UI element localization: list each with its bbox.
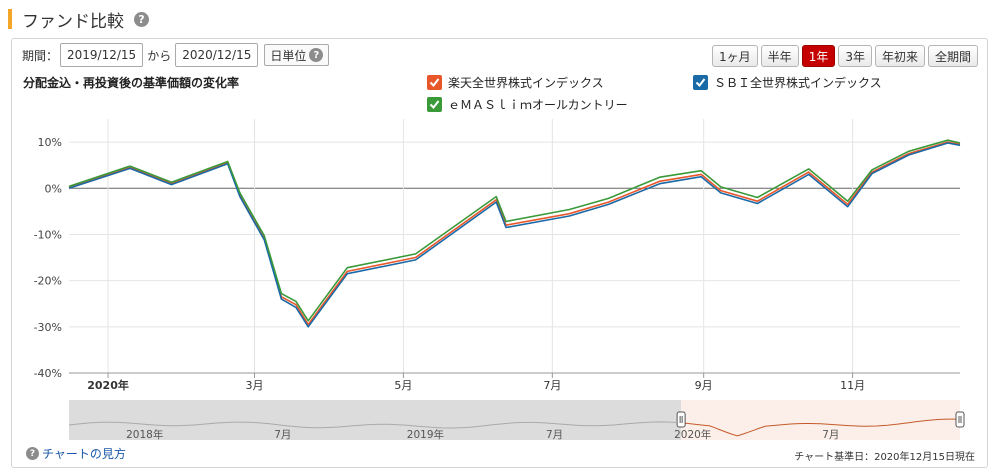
chart-help-link-label: チャートの見方 — [42, 447, 126, 461]
chart-panel: 期間： 2019/12/15 から 2020/12/15 日単位 ? 1ヶ月 半… — [11, 38, 988, 468]
navigator-selected-range — [681, 400, 960, 440]
legend-label-emaxis: ｅＭＡＳｌｉｍオールカントリー — [448, 98, 628, 112]
x-tick-label: 9月 — [695, 379, 713, 392]
handle-grip-icon — [676, 411, 686, 428]
grid — [69, 119, 960, 374]
y-tick-label: 0% — [45, 182, 62, 195]
checkbox-checked-icon[interactable] — [427, 97, 442, 112]
range-button-1y[interactable]: 1年 — [801, 45, 836, 67]
chart-help-link[interactable]: ? チャートの見方 — [26, 445, 126, 462]
navigator-label: 2018年 — [126, 428, 163, 441]
range-button-3y[interactable]: 3年 — [838, 45, 872, 67]
range-button-1m[interactable]: 1ヶ月 — [712, 45, 758, 67]
series-line-2 — [68, 139, 961, 322]
navigator-label: 7月 — [274, 429, 291, 441]
navigator-left-handle[interactable] — [676, 411, 686, 428]
page-title: ファンド比較 — [22, 11, 124, 32]
legend-item-rakuten[interactable]: 楽天全世界株式インデックス — [427, 74, 604, 91]
legend-item-sbi[interactable]: ＳＢＩ全世界株式インデックス — [693, 74, 882, 91]
navigator-label: 7月 — [546, 429, 563, 441]
range-button-ytd[interactable]: 年初来 — [874, 45, 925, 67]
legend-label-sbi: ＳＢＩ全世界株式インデックス — [714, 76, 882, 90]
y-tick-label: 10% — [38, 136, 62, 149]
navigator-label: 2020年 — [674, 428, 711, 441]
x-tick-label: 3月 — [246, 379, 264, 392]
axes: 10% 0% -10% -20% -30% -40% 2020年 3月 5月 7月 9月 11月 — [34, 136, 960, 392]
y-tick-label: -40% — [34, 367, 62, 380]
y-tick-label: -30% — [34, 321, 62, 334]
y-tick-label: -10% — [34, 228, 62, 241]
unit-selector[interactable]: 日単位 ? — [264, 44, 330, 66]
legend-item-emaxis[interactable]: ｅＭＡＳｌｉｍオールカントリー — [427, 96, 628, 113]
y-tick-label: -20% — [34, 275, 62, 288]
navigator-label: 7月 — [822, 429, 839, 441]
legend-label-rakuten: 楽天全世界株式インデックス — [448, 76, 604, 90]
unit-label: 日単位 — [270, 48, 307, 63]
help-icon[interactable]: ? — [134, 11, 149, 27]
range-buttons: 1ヶ月 半年 1年 3年 年初来 全期間 — [712, 45, 978, 67]
navigator-right-handle[interactable] — [955, 411, 965, 428]
period-selector: 期間： 2019/12/15 から 2020/12/15 日単位 ? — [22, 43, 330, 67]
unit-help-icon[interactable]: ? — [309, 48, 324, 62]
handle-grip-icon — [955, 411, 965, 428]
range-navigator[interactable]: 2018年 7月 2019年 7月 2020年 7月 — [68, 400, 965, 441]
series-line-0 — [68, 141, 961, 326]
checkbox-checked-icon[interactable] — [693, 75, 708, 90]
page-header: ファンド比較 ? — [8, 6, 149, 32]
checkbox-checked-icon[interactable] — [427, 75, 442, 90]
chart-as-of-date: チャート基準日：2020年12月15日現在 — [794, 452, 975, 463]
period-between-label: から — [147, 48, 172, 63]
range-button-6m[interactable]: 半年 — [760, 45, 799, 67]
series-line-1 — [68, 142, 961, 328]
period-label: 期間： — [22, 48, 59, 63]
x-tick-label: 5月 — [394, 379, 412, 392]
navigator-selected-line — [681, 418, 961, 437]
date-from-input[interactable]: 2019/12/15 — [60, 43, 144, 67]
date-to-input[interactable]: 2020/12/15 — [175, 43, 259, 67]
navigator-label: 2019年 — [407, 428, 444, 441]
x-tick-label: 2020年 — [87, 378, 129, 392]
line-chart[interactable]: 10% 0% -10% -20% -30% -40% 2020年 3月 5月 7月 9月 11月 20… — [12, 39, 987, 443]
x-tick-label: 7月 — [543, 379, 561, 392]
navigator-history-line — [68, 421, 677, 429]
series-lines — [68, 139, 961, 328]
title-accent-bar — [8, 9, 12, 29]
chart-title: 分配金込・再投資後の基準価額の変化率 — [23, 76, 240, 90]
x-tick-label: 11月 — [840, 379, 865, 392]
help-icon: ? — [26, 447, 39, 460]
range-button-all[interactable]: 全期間 — [927, 45, 978, 67]
navigator-inactive-range — [69, 400, 682, 440]
